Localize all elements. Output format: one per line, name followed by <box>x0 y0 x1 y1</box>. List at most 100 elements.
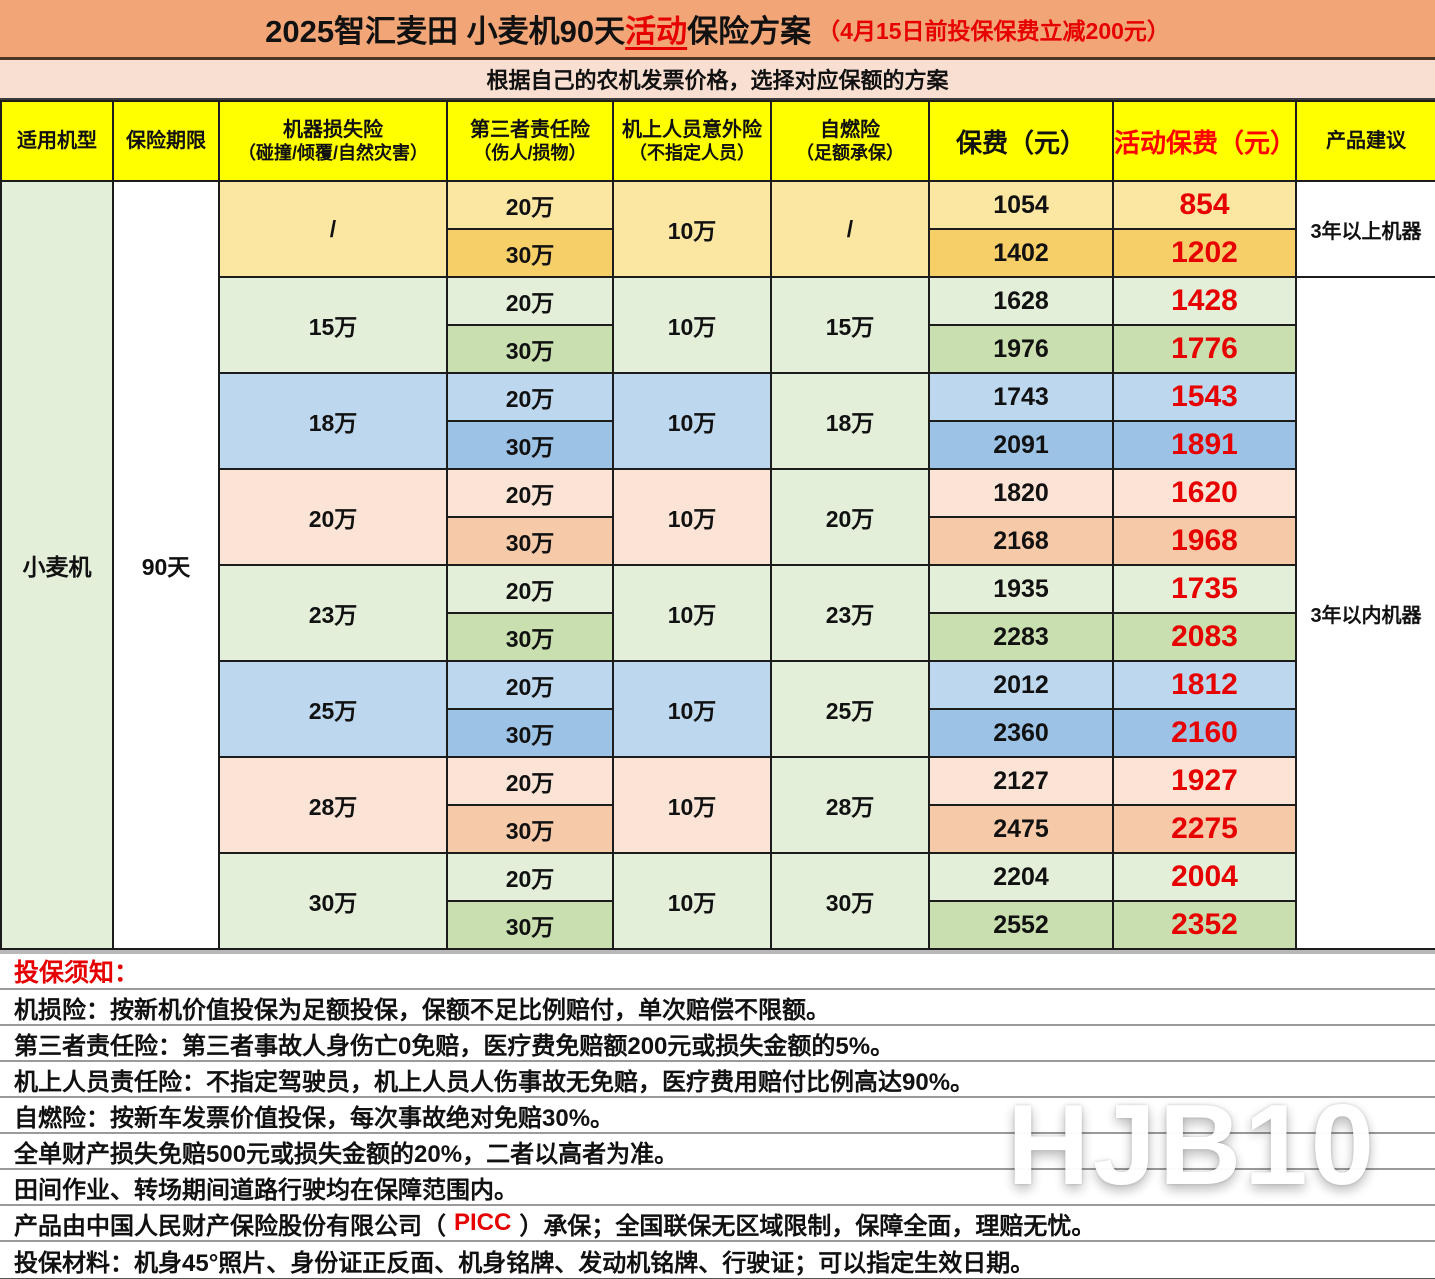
table-row: 30万 2091 1891 <box>1 420 1435 470</box>
note-deductible: 全单财产损失免赔500元或损失金额的20%，二者以高者为准。 <box>14 1140 679 1168</box>
damage-cell: 23万 <box>218 564 448 662</box>
damage-cell: 28万 <box>218 756 448 854</box>
note-row: 机上人员责任险：不指定驾驶员，机上人员人伤事故无免赔，医疗费用赔付比例高达90%… <box>0 1062 1435 1098</box>
table-row: 30万 2168 1968 <box>1 516 1435 566</box>
person-cell: 10万 <box>612 660 772 758</box>
col-header-suggestion: 产品建议 <box>1295 100 1435 182</box>
person-cell: 10万 <box>612 852 772 950</box>
premium-cell: 1743 <box>928 372 1114 422</box>
third-party-cell: 20万 <box>446 660 614 710</box>
table-row: 15万 20万 10万 15万 1628 1428 3年以内机器 <box>1 276 1435 950</box>
damage-cell: / <box>218 180 448 278</box>
premium-cell: 2552 <box>928 900 1114 950</box>
col-header-person: 机上人员意外险 （不指定人员） <box>612 100 772 182</box>
third-party-cell: 30万 <box>446 612 614 662</box>
person-cell: 10万 <box>612 276 772 374</box>
third-party-cell: 20万 <box>446 276 614 326</box>
fire-cell: / <box>770 180 930 278</box>
premium-cell: 1628 <box>928 276 1114 326</box>
third-party-cell: 30万 <box>446 324 614 374</box>
table-row: 30万 2552 2352 <box>1 900 1435 950</box>
premium-cell: 2168 <box>928 516 1114 566</box>
insurance-plan-table: 适用机型 保险期限 机器损失险 （碰撞/倾覆/自然灾害） 第三者责任险 （伤人/… <box>0 100 1435 950</box>
title-highlight: 活动 <box>625 14 688 49</box>
table-row: 25万 20万 10万 25万 2012 1812 <box>1 660 1435 758</box>
damage-cell: 15万 <box>218 276 448 374</box>
premium-cell: 1402 <box>928 228 1114 278</box>
promo-premium-cell: 1202 <box>1112 228 1297 278</box>
promo-premium-cell: 1812 <box>1112 660 1297 710</box>
table-row: 30万 2360 2160 <box>1 708 1435 758</box>
note-row: 全单财产损失免赔500元或损失金额的20%，二者以高者为准。 <box>0 1134 1435 1170</box>
note-materials: 投保材料：机身45°照片、身份证正反面、机身铭牌、发动机铭牌、行驶证；可以指定生… <box>14 1249 1035 1277</box>
third-party-cell: 20万 <box>446 468 614 518</box>
table-row: 23万 20万 10万 23万 1935 1735 <box>1 564 1435 662</box>
table-row: 小麦机 90天 / 20万 10万 / 1054 854 3年以上机器 <box>0 180 1435 950</box>
promo-premium-cell: 1620 <box>1112 468 1297 518</box>
third-party-cell: 30万 <box>446 228 614 278</box>
person-cell: 10万 <box>612 564 772 662</box>
promo-premium-cell: 1543 <box>1112 372 1297 422</box>
third-party-cell: 30万 <box>446 900 614 950</box>
note-row: 投保材料：机身45°照片、身份证正反面、机身铭牌、发动机铭牌、行驶证；可以指定生… <box>0 1242 1435 1278</box>
promo-premium-cell: 854 <box>1112 180 1297 230</box>
note-row: 田间作业、转场期间道路行驶均在保障范围内。 <box>0 1170 1435 1206</box>
damage-cell: 20万 <box>218 468 448 566</box>
promo-premium-cell: 2160 <box>1112 708 1297 758</box>
person-cell: 10万 <box>612 180 772 278</box>
col-header-premium: 保费（元） <box>928 100 1114 182</box>
premium-cell: 1976 <box>928 324 1114 374</box>
premium-cell: 1935 <box>928 564 1114 614</box>
premium-cell: 2283 <box>928 612 1114 662</box>
suggestion-cell-old: 3年以上机器 <box>1295 180 1435 278</box>
promo-premium-cell: 1891 <box>1112 420 1297 470</box>
col-header-third-party: 第三者责任险 （伤人/损物） <box>446 100 614 182</box>
third-party-cell: 30万 <box>446 516 614 566</box>
person-cell: 10万 <box>612 468 772 566</box>
col-header-fire: 自燃险 （足额承保） <box>770 100 930 182</box>
subtitle-bar: 根据自己的农机发票价格，选择对应保额的方案 <box>0 60 1435 100</box>
table-row: 30万 1402 1202 <box>1 228 1435 278</box>
premium-cell: 2012 <box>928 660 1114 710</box>
subtitle-text: 根据自己的农机发票价格，选择对应保额的方案 <box>486 68 949 93</box>
fire-cell: 30万 <box>770 852 930 950</box>
third-party-cell: 20万 <box>446 852 614 902</box>
underwriter-prefix: 产品由中国人民财产保险股份有限公司（ <box>14 1212 446 1240</box>
premium-cell: 2204 <box>928 852 1114 902</box>
promo-premium-cell: 2083 <box>1112 612 1297 662</box>
third-party-cell: 30万 <box>446 420 614 470</box>
third-party-cell: 20万 <box>446 180 614 230</box>
promo-premium-cell: 1968 <box>1112 516 1297 566</box>
table-row: 28万 20万 10万 28万 2127 1927 <box>1 756 1435 854</box>
premium-cell: 2127 <box>928 756 1114 806</box>
table-row: 30万 1976 1776 <box>1 324 1435 374</box>
notes-heading: 投保须知： <box>14 959 140 987</box>
note-row: 自燃险：按新车发票价值投保，每次事故绝对免赔30%。 <box>0 1098 1435 1134</box>
third-party-cell: 20万 <box>446 756 614 806</box>
promo-premium-cell: 1776 <box>1112 324 1297 374</box>
damage-cell: 18万 <box>218 372 448 470</box>
fire-cell: 20万 <box>770 468 930 566</box>
promo-premium-cell: 2275 <box>1112 804 1297 854</box>
table-row: 30万 2283 2083 <box>1 612 1435 662</box>
table-row: 30万 2475 2275 <box>1 804 1435 854</box>
third-party-cell: 30万 <box>446 804 614 854</box>
note-damage: 机损险：按新机价值投保为足额投保，保额不足比例赔付，单次赔偿不限额。 <box>14 996 830 1024</box>
period-cell: 90天 <box>112 180 220 950</box>
col-header-machine-type: 适用机型 <box>0 100 114 182</box>
person-cell: 10万 <box>612 756 772 854</box>
third-party-cell: 20万 <box>446 564 614 614</box>
premium-cell: 2475 <box>928 804 1114 854</box>
damage-cell: 30万 <box>218 852 448 950</box>
fire-cell: 25万 <box>770 660 930 758</box>
underwriter-suffix: ）承保；全国联保无区域限制，保障全面，理赔无忧。 <box>519 1212 1096 1240</box>
picc-brand: PICC <box>454 1209 512 1236</box>
note-third-party: 第三者责任险：第三者事故人身伤亡0免赔，医疗费免赔额200元或损失金额的5%。 <box>14 1032 895 1060</box>
premium-cell: 2091 <box>928 420 1114 470</box>
col-header-damage: 机器损失险 （碰撞/倾覆/自然灾害） <box>218 100 448 182</box>
promo-premium-cell: 1927 <box>1112 756 1297 806</box>
title-promo-note: （4月15日前投保保费立减200元） <box>817 17 1170 44</box>
machine-cell: 小麦机 <box>0 180 114 950</box>
title-prefix: 2025智汇麦田 小麦机90天 <box>265 14 626 49</box>
title-suffix: 保险方案 <box>687 14 812 49</box>
